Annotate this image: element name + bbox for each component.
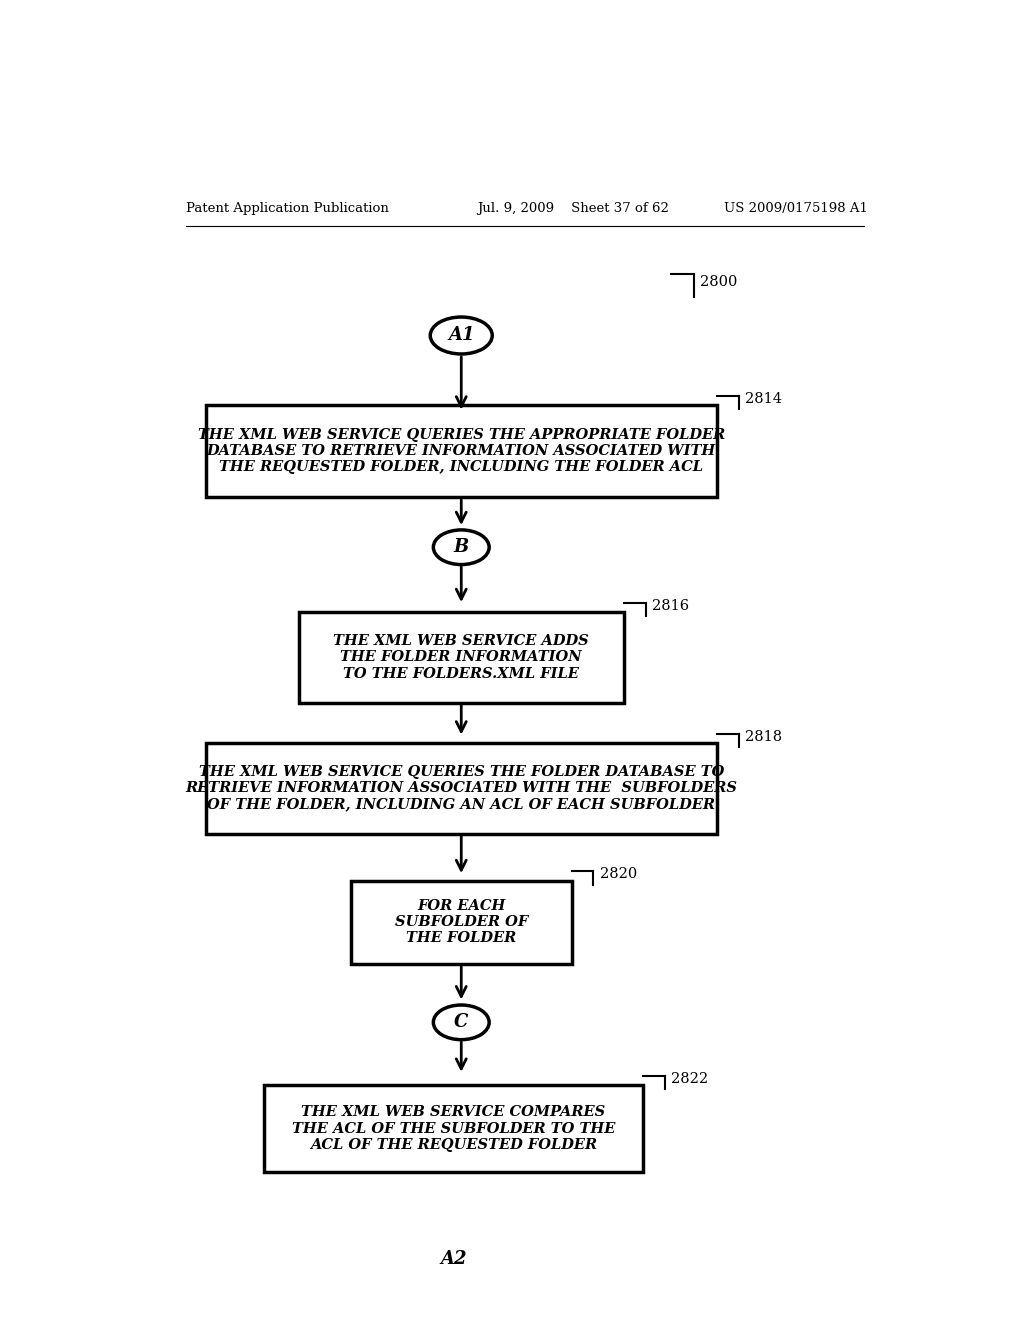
- Ellipse shape: [433, 1005, 489, 1040]
- Text: B: B: [454, 539, 469, 556]
- Text: 2822: 2822: [672, 1072, 709, 1086]
- Text: US 2009/0175198 A1: US 2009/0175198 A1: [724, 202, 868, 215]
- Ellipse shape: [433, 529, 489, 565]
- Text: Patent Application Publication: Patent Application Publication: [186, 202, 389, 215]
- Text: Jul. 9, 2009    Sheet 37 of 62: Jul. 9, 2009 Sheet 37 of 62: [477, 202, 669, 215]
- Text: FOR EACH
SUBFOLDER OF
THE FOLDER: FOR EACH SUBFOLDER OF THE FOLDER: [394, 899, 528, 945]
- FancyBboxPatch shape: [299, 612, 624, 702]
- Text: 2816: 2816: [652, 599, 689, 612]
- Ellipse shape: [430, 317, 493, 354]
- FancyBboxPatch shape: [351, 880, 571, 964]
- Text: THE XML WEB SERVICE QUERIES THE APPROPRIATE FOLDER
DATABASE TO RETRIEVE INFORMAT: THE XML WEB SERVICE QUERIES THE APPROPRI…: [198, 428, 725, 474]
- FancyBboxPatch shape: [263, 1085, 643, 1172]
- FancyBboxPatch shape: [206, 405, 717, 498]
- Text: 2818: 2818: [744, 730, 782, 743]
- Text: THE XML WEB SERVICE COMPARES
THE ACL OF THE SUBFOLDER TO THE
ACL OF THE REQUESTE: THE XML WEB SERVICE COMPARES THE ACL OF …: [292, 1105, 615, 1152]
- Text: THE XML WEB SERVICE QUERIES THE FOLDER DATABASE TO
RETRIEVE INFORMATION ASSOCIAT: THE XML WEB SERVICE QUERIES THE FOLDER D…: [185, 766, 737, 812]
- Text: C: C: [454, 1014, 468, 1031]
- Text: A1: A1: [449, 326, 474, 345]
- Text: 2814: 2814: [744, 392, 782, 405]
- Text: A2: A2: [440, 1250, 467, 1269]
- Text: THE XML WEB SERVICE ADDS
THE FOLDER INFORMATION
TO THE FOLDERS.XML FILE: THE XML WEB SERVICE ADDS THE FOLDER INFO…: [334, 634, 589, 681]
- FancyBboxPatch shape: [206, 743, 717, 834]
- Ellipse shape: [423, 1241, 484, 1278]
- Text: 2800: 2800: [700, 275, 737, 289]
- Text: 2820: 2820: [600, 867, 637, 882]
